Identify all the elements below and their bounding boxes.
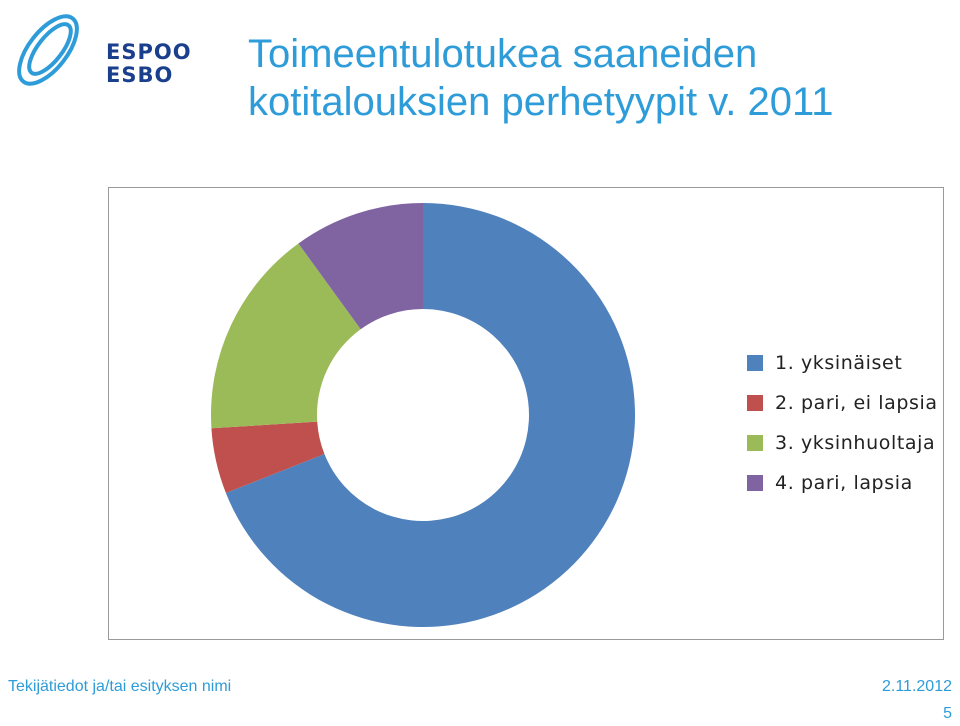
legend-item-2: 2. pari, ei lapsia xyxy=(747,383,938,423)
legend-label: 2. pari, ei lapsia xyxy=(775,392,938,414)
donut-chart xyxy=(211,203,635,627)
logo-word-esbo: ESBO xyxy=(106,63,173,87)
donut-slice-2 xyxy=(211,421,325,494)
legend-label: 4. pari, lapsia xyxy=(775,472,913,494)
donut-slice-4 xyxy=(298,203,423,330)
legend-label: 3. yksinhuoltaja xyxy=(775,432,936,454)
legend-swatch xyxy=(747,475,763,491)
espoo-logo: ESPOO ESBO xyxy=(4,2,194,98)
legend-swatch xyxy=(747,435,763,451)
page-title: Toimeentulotukea saaneiden kotitalouksie… xyxy=(248,30,948,126)
footer-date: 2.11.2012 xyxy=(882,678,952,695)
chart-legend: 1. yksinäiset 2. pari, ei lapsia 3. yksinh… xyxy=(747,343,938,503)
legend-swatch xyxy=(747,355,763,371)
legend-item-1: 1. yksinäiset xyxy=(747,343,938,383)
legend-swatch xyxy=(747,395,763,411)
chart-area: 1. yksinäiset 2. pari, ei lapsia 3. yksinh… xyxy=(108,187,944,640)
logo-word-espoo: ESPOO xyxy=(106,40,192,64)
legend-item-4: 4. pari, lapsia xyxy=(747,463,938,503)
title-line-2: kotitalouksien perhetyypit v. 2011 xyxy=(248,80,834,124)
footer-author: Tekijätiedot ja/tai esityksen nimi xyxy=(8,678,232,695)
donut-slice-3 xyxy=(211,243,361,429)
title-line-1: Toimeentulotukea saaneiden xyxy=(248,32,758,76)
legend-item-3: 3. yksinhuoltaja xyxy=(747,423,938,463)
page-number: 5 xyxy=(943,705,952,722)
legend-label: 1. yksinäiset xyxy=(775,352,903,374)
donut-slice-1 xyxy=(225,203,635,627)
